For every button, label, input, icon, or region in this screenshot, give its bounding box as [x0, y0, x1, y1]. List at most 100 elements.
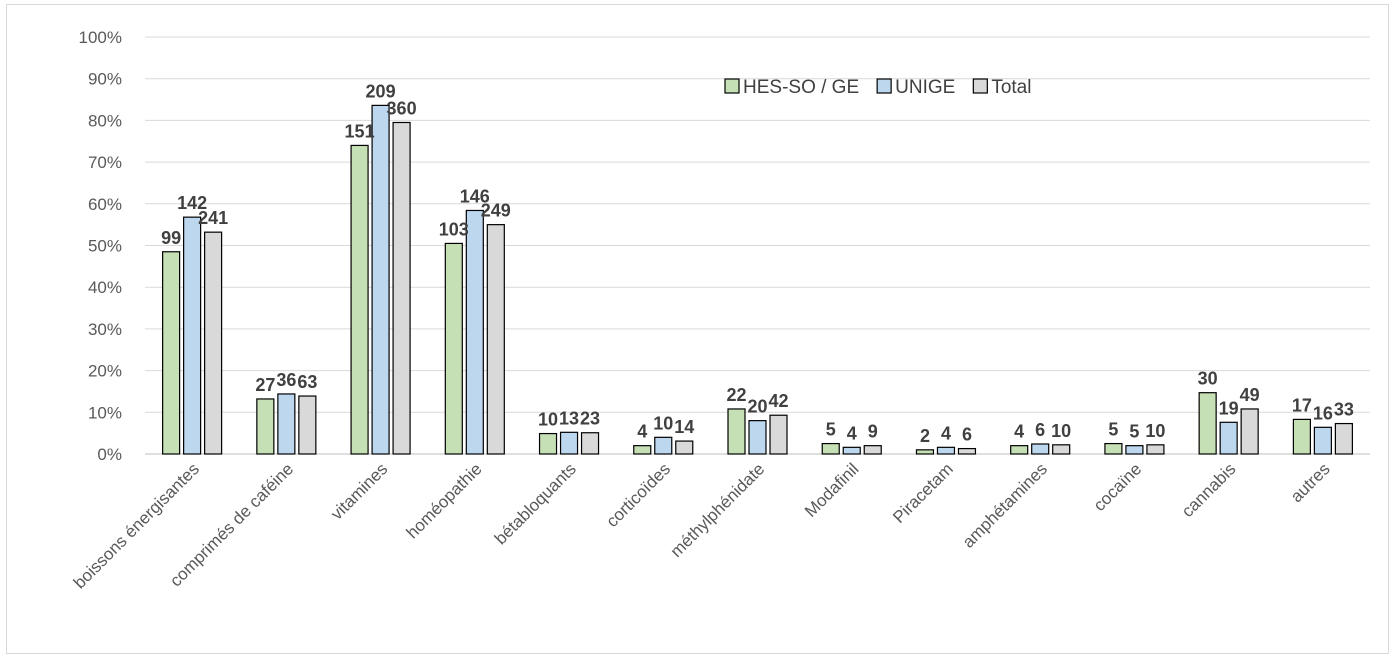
bar: [769, 414, 788, 455]
data-label: 142: [177, 193, 207, 213]
y-tick-label: 0%: [97, 445, 122, 464]
y-tick-label: 60%: [88, 195, 122, 214]
bar: [1125, 445, 1144, 455]
data-label: 17: [1292, 395, 1312, 415]
legend-label: HES-SO / GE: [743, 77, 859, 98]
bar: [559, 431, 579, 455]
bar: [465, 209, 484, 455]
data-label: 4: [847, 423, 857, 443]
x-tick-label: cocaïne: [1090, 459, 1146, 515]
data-label: 103: [439, 219, 469, 239]
bar: [821, 442, 840, 455]
bar: [1052, 444, 1071, 455]
bar: [1219, 421, 1238, 455]
x-tick-label: Piracetam: [889, 459, 957, 527]
bar: [1334, 422, 1353, 455]
data-label: 10: [1051, 421, 1071, 441]
data-label: 13: [559, 408, 579, 428]
data-label: 49: [1240, 385, 1260, 405]
x-tick-label: bétabloquants: [491, 459, 580, 548]
data-label: 33: [1334, 400, 1354, 420]
y-tick-label: 90%: [88, 70, 122, 89]
bar: [538, 432, 558, 455]
data-label: 10: [1145, 421, 1165, 441]
bar: [162, 251, 181, 455]
bar: [1010, 445, 1029, 455]
legend: HES-SO / GE UNIGE Total: [724, 77, 1031, 98]
bar: [675, 440, 694, 455]
data-label: 4: [637, 422, 647, 442]
y-tick-label: 50%: [88, 237, 122, 256]
data-label: 23: [580, 409, 600, 429]
data-label: 10: [653, 413, 673, 433]
data-label: 241: [198, 208, 228, 228]
y-tick-label: 40%: [88, 278, 122, 297]
x-tick-label: vitamines: [327, 459, 391, 523]
bar: [727, 408, 746, 455]
data-label: 249: [481, 201, 511, 221]
bar: [371, 104, 390, 455]
data-label: 5: [1129, 422, 1139, 442]
bar: [392, 121, 411, 455]
bar: [183, 216, 202, 455]
data-label: 42: [768, 391, 788, 411]
gridlines: [145, 36, 1370, 455]
legend-label: Total: [991, 77, 1031, 98]
bar: [444, 242, 463, 455]
x-tick-label: homéopathie: [403, 459, 486, 542]
data-label: 36: [276, 370, 296, 390]
data-label: 6: [1035, 420, 1045, 440]
data-label: 151: [345, 121, 375, 141]
data-label: 22: [726, 385, 746, 405]
y-tick-label: 30%: [88, 320, 122, 339]
data-label: 16: [1313, 403, 1333, 423]
data-label: 6: [962, 425, 972, 445]
bar: [256, 398, 275, 455]
bar: [486, 224, 505, 455]
bars: [162, 104, 1353, 455]
bar: [1292, 418, 1311, 455]
x-tick-label: Modafinil: [801, 459, 863, 521]
data-label: 14: [674, 417, 694, 437]
y-tick-label: 70%: [88, 153, 122, 172]
bar: [633, 445, 652, 455]
bar: [1031, 443, 1050, 455]
legend-label: UNIGE: [895, 77, 955, 98]
x-tick-label: cannabis: [1178, 459, 1240, 521]
y-tick-label: 80%: [88, 111, 122, 130]
bar: [580, 432, 600, 455]
data-label: 2: [920, 426, 930, 446]
bar: [1240, 408, 1259, 455]
data-label: 19: [1219, 398, 1239, 418]
legend-swatch: [876, 78, 892, 94]
x-tick-label: méthylphénidate: [667, 459, 769, 561]
data-label: 20: [747, 397, 767, 417]
data-label: 9: [868, 422, 878, 442]
bar: [915, 449, 935, 455]
bar: [842, 446, 861, 455]
bar: [298, 395, 317, 455]
data-label: 360: [387, 98, 417, 118]
bar: [277, 393, 296, 455]
data-label: 10: [538, 410, 558, 430]
bar: [957, 447, 977, 455]
data-label: 5: [826, 420, 836, 440]
y-axis: 0% 10% 20% 30% 40% 50% 60% 70% 80% 90% 100%: [79, 28, 1370, 464]
y-tick-label: 20%: [88, 362, 122, 381]
bar: [1198, 392, 1217, 455]
data-label: 5: [1108, 420, 1118, 440]
data-label: 146: [460, 186, 490, 206]
bar: [350, 144, 369, 455]
y-tick-label: 100%: [79, 28, 122, 47]
bar: [863, 445, 882, 455]
data-label: 4: [941, 423, 951, 443]
data-label: 63: [297, 372, 317, 392]
bar: [204, 231, 223, 455]
data-label: 4: [1014, 422, 1024, 442]
x-tick-label: corticoïdes: [603, 459, 675, 531]
x-tick-label: amphétamines: [959, 459, 1051, 551]
legend-swatch: [724, 78, 740, 94]
